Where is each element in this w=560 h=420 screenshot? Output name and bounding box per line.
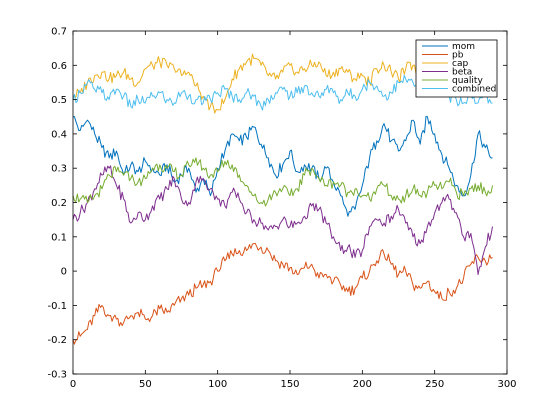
- x-tick-label: 150: [280, 379, 299, 390]
- legend-label-beta: beta: [452, 68, 472, 78]
- x-tick-label: 50: [139, 379, 152, 390]
- legend-label-pb: pb: [452, 51, 464, 61]
- x-tick-label: 300: [497, 379, 516, 390]
- legend-label-combined: combined: [452, 85, 496, 95]
- y-tick-label: 0.7: [51, 27, 67, 38]
- legend-label-quality: quality: [452, 76, 483, 86]
- x-tick-label: 200: [353, 379, 372, 390]
- legend-label-cap: cap: [452, 59, 468, 69]
- y-tick-label: 0.1: [51, 232, 67, 243]
- legend-label-mom: mom: [452, 42, 475, 52]
- x-tick-label: 250: [425, 379, 444, 390]
- y-tick-label: 0.3: [51, 164, 67, 175]
- y-tick-label: 0.5: [51, 95, 67, 106]
- y-tick-label: 0: [61, 267, 67, 278]
- y-tick-label: 0.2: [51, 198, 67, 209]
- y-tick-label: -0.1: [47, 301, 67, 312]
- y-tick-label: 0.4: [51, 129, 67, 140]
- y-tick-label: -0.2: [47, 335, 67, 346]
- series-line-beta: [72, 165, 494, 276]
- x-tick-label: 100: [208, 379, 227, 390]
- legend-box: [415, 39, 498, 98]
- y-tick-label: 0.6: [51, 61, 67, 72]
- series-line-quality: [72, 157, 494, 207]
- axes-layer: 0 50 100 150 200 250 300 -0.3 -0.2 -0.1 0 0.1 0.2 0.3…: [47, 27, 516, 391]
- series-line-mom: [72, 115, 493, 217]
- y-tick-label: -0.3: [47, 370, 67, 381]
- x-tick-label: 0: [70, 379, 76, 390]
- series-line-pb: [72, 242, 493, 345]
